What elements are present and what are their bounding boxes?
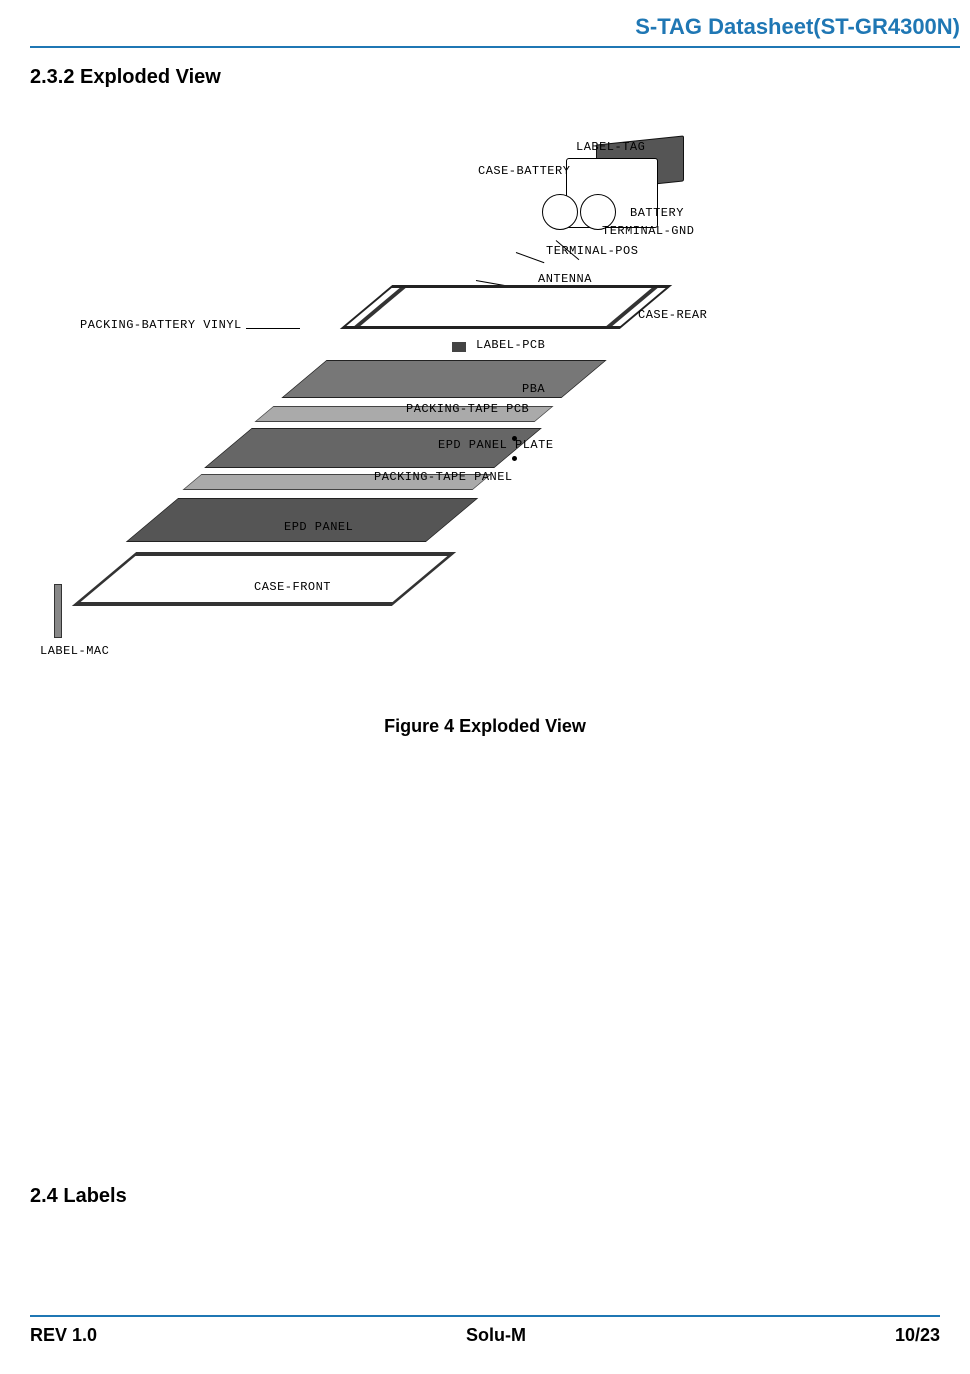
part-terminal-pos xyxy=(516,252,545,263)
callout-packing-tape-panel: PACKING-TAPE PANEL xyxy=(374,470,513,484)
callout-terminal-pos: TERMINAL-POS xyxy=(546,244,638,258)
footer-page: 10/23 xyxy=(895,1325,940,1346)
part-pba xyxy=(281,360,606,398)
part-case-rear xyxy=(340,285,672,329)
section-heading-labels: 2.4 Labels xyxy=(30,1185,127,1208)
part-label-pcb xyxy=(452,342,466,352)
callout-packing-vinyl: PACKING-BATTERY VINYL xyxy=(80,318,242,332)
page-footer: REV 1.0 Solu-M 10/23 xyxy=(30,1315,940,1346)
footer-rev: REV 1.0 xyxy=(30,1325,97,1346)
footer-vendor: Solu-M xyxy=(466,1325,526,1346)
callout-battery: BATTERY xyxy=(630,206,684,220)
figure-caption: Figure 4 Exploded View xyxy=(0,716,970,737)
callout-label-pcb: LABEL-PCB xyxy=(476,338,545,352)
part-battery-1 xyxy=(542,194,578,230)
leader-packing-vinyl xyxy=(246,328,300,329)
part-label-mac xyxy=(54,584,62,638)
page-header: S-TAG Datasheet(ST-GR4300N) xyxy=(30,14,960,48)
callout-label-mac: LABEL-MAC xyxy=(40,644,109,658)
callout-case-battery: CASE-BATTERY xyxy=(478,164,570,178)
part-case-front xyxy=(72,552,456,606)
callout-epd-panel-plate: EPD PANEL PLATE xyxy=(438,438,554,452)
callout-antenna: ANTENNA xyxy=(538,272,592,286)
callout-packing-tape-pcb: PACKING-TAPE PCB xyxy=(406,402,529,416)
header-title: S-TAG Datasheet(ST-GR4300N) xyxy=(635,14,960,39)
callout-label-tag: LABEL-TAG xyxy=(576,140,645,154)
callout-terminal-gnd: TERMINAL-GND xyxy=(602,224,694,238)
callout-pba: PBA xyxy=(522,382,545,396)
callout-case-rear: CASE-REAR xyxy=(638,308,707,322)
section-heading-exploded-view: 2.3.2 Exploded View xyxy=(30,66,221,89)
callout-epd-panel: EPD PANEL xyxy=(284,520,353,534)
exploded-view-diagram: LABEL-TAG CASE-BATTERY BATTERY TERMINAL-… xyxy=(36,120,756,680)
callout-case-front: CASE-FRONT xyxy=(254,580,331,594)
